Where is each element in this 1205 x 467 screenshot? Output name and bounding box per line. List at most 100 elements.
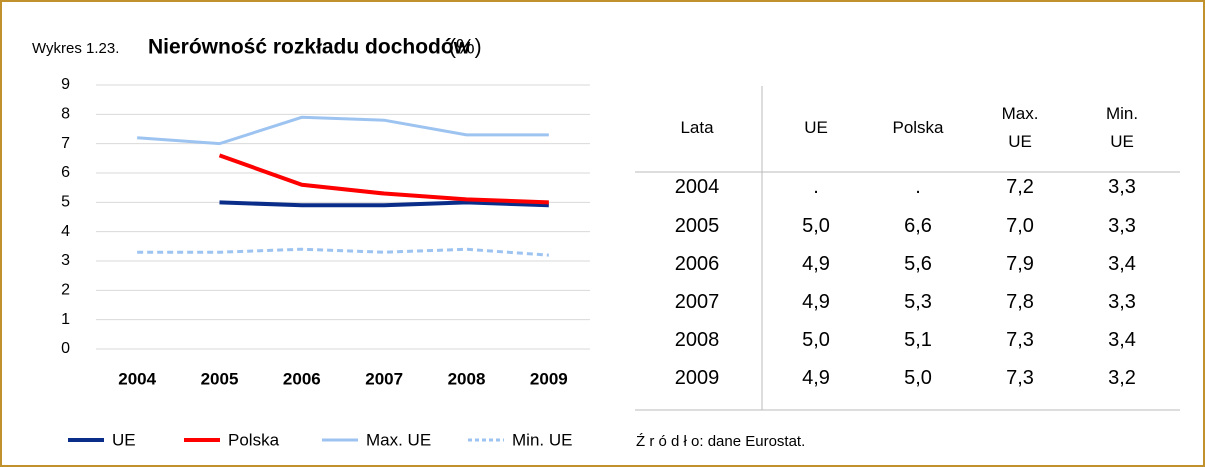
table-header: UE [766, 86, 866, 170]
x-tick-label: 2005 [201, 369, 239, 388]
table-cell: 2009 [647, 367, 747, 390]
table-cell-text: 2006 [674, 253, 720, 275]
table-cell-text: 7,0 [1006, 215, 1034, 237]
table-cell-text: 5,3 [904, 291, 932, 313]
x-tick-label: 2004 [118, 369, 156, 388]
table-cell-text: 4,9 [802, 253, 830, 275]
table-cell: 5,0 [868, 367, 968, 390]
table-cell-text: 3,3 [1108, 215, 1136, 237]
table-cell-text: 5,6 [904, 253, 932, 275]
table-cell-text: 2004 [674, 176, 720, 198]
legend-label: UE [112, 430, 136, 449]
x-tick-label: 2007 [365, 369, 403, 388]
table-cell: 3,3 [1072, 176, 1172, 199]
table-header-text: UE [804, 118, 828, 137]
table-cell-text: 3,3 [1108, 176, 1136, 198]
table-cell-text: 6,6 [904, 215, 932, 237]
table-cell-text: 2009 [674, 367, 720, 389]
table-cell-text: 3,3 [1108, 291, 1136, 313]
table-cell: 7,0 [970, 215, 1070, 238]
chart-title: Nierówność rozkładu dochodów [148, 36, 471, 59]
series-line [137, 247, 549, 257]
x-tick-label: 2008 [448, 369, 486, 388]
table-cell: 4,9 [766, 367, 866, 390]
table-header-text: Max. UE [1001, 104, 1039, 151]
legend-label: Min. UE [512, 430, 572, 449]
y-tick-label: 9 [61, 76, 70, 93]
table-cell: 2007 [647, 291, 747, 314]
table-cell-text: 2007 [674, 291, 720, 313]
table-header: Lata [647, 86, 747, 170]
table-cell: 7,9 [970, 253, 1070, 276]
legend-label: Polska [228, 430, 280, 449]
table-cell: 5,0 [766, 329, 866, 352]
table-cell-text: 3,4 [1108, 253, 1136, 275]
table-header: Min. UE [1072, 86, 1172, 170]
table-cell: 7,3 [970, 367, 1070, 390]
y-tick-label: 8 [61, 106, 70, 123]
table-cell-text: 2008 [674, 329, 720, 351]
y-tick-label: 2 [61, 282, 70, 299]
table-cell: 7,8 [970, 291, 1070, 314]
table-cell: 5,3 [868, 291, 968, 314]
table-cell-text: 5,0 [904, 367, 932, 389]
table-cell: 5,6 [868, 253, 968, 276]
table-cell: 5,0 [766, 215, 866, 238]
table-cell-text: 7,9 [1006, 253, 1034, 275]
y-tick-label: 3 [61, 252, 70, 269]
table-cell-text: 5,1 [904, 329, 932, 351]
table-cell: 3,4 [1072, 329, 1172, 352]
table-cell-text: 7,2 [1006, 176, 1034, 198]
table-cell-text: . [915, 176, 921, 198]
x-tick-label: 2009 [530, 369, 568, 388]
series-line [218, 153, 549, 205]
source: Ź r ó d ł o: dane Eurostat. [636, 433, 805, 450]
table-header: Max. UE [970, 86, 1070, 170]
chart-title-prefix: Wykres 1.23. [32, 40, 119, 57]
table-cell: . [766, 176, 866, 199]
table-cell: 4,9 [766, 253, 866, 276]
table-cell-text: 4,9 [802, 291, 830, 313]
table-cell-text: 3,4 [1108, 329, 1136, 351]
table-cell-text: 5,0 [802, 329, 830, 351]
table-cell: 2005 [647, 215, 747, 238]
y-tick-label: 6 [61, 164, 70, 181]
table-cell: 6,6 [868, 215, 968, 238]
table-cell: 3,3 [1072, 215, 1172, 238]
table-header: Polska [868, 86, 968, 170]
table-cell: 5,1 [868, 329, 968, 352]
table-cell-text: 7,8 [1006, 291, 1034, 313]
table-header-text: Polska [892, 118, 944, 137]
table-cell: 2006 [647, 253, 747, 276]
table-cell: 7,2 [970, 176, 1070, 199]
y-tick-label: 1 [61, 311, 70, 328]
table-cell-text: 7,3 [1006, 329, 1034, 351]
table-cell: 2004 [647, 176, 747, 199]
table-cell-text: 2005 [674, 215, 720, 237]
table-cell: 2008 [647, 329, 747, 352]
legend-label: Max. UE [366, 430, 431, 449]
table-cell-text: . [813, 176, 819, 198]
table-header-text: Min. UE [1105, 104, 1139, 151]
table-cell-text: 3,2 [1108, 367, 1136, 389]
table-cell-text: 5,0 [802, 215, 830, 237]
table-cell: . [868, 176, 968, 199]
table-cell: 3,4 [1072, 253, 1172, 276]
series-line [219, 200, 549, 208]
table-cell: 4,9 [766, 291, 866, 314]
table-cell-text: 7,3 [1006, 367, 1034, 389]
series-line [137, 115, 549, 146]
chart-title-unit: (%) [449, 36, 482, 59]
y-tick-label: 0 [61, 340, 70, 357]
table-cell: 7,3 [970, 329, 1070, 352]
x-tick-label: 2006 [283, 369, 321, 388]
y-tick-label: 5 [61, 194, 70, 211]
y-tick-label: 7 [61, 135, 70, 152]
table-cell-text: 4,9 [802, 367, 830, 389]
table-header-text: Lata [680, 118, 714, 137]
table-cell: 3,2 [1072, 367, 1172, 390]
y-tick-label: 4 [61, 223, 70, 240]
table-cell: 3,3 [1072, 291, 1172, 314]
